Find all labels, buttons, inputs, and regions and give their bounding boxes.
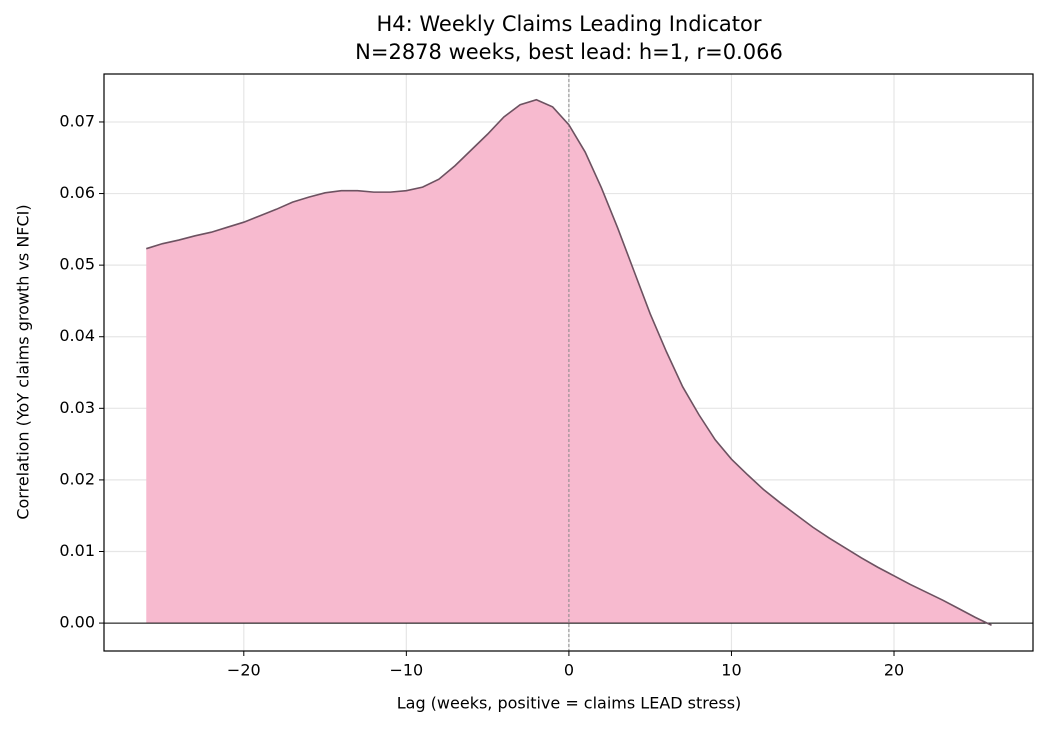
chart-subtitle: N=2878 weeks, best lead: h=1, r=0.066: [355, 40, 783, 64]
area-fill: [146, 99, 988, 624]
y-tick-label: 0.04: [59, 326, 95, 345]
y-tick-label: 0.06: [59, 183, 95, 202]
x-tick-label: −10: [389, 661, 423, 680]
y-tick-label: 0.05: [59, 255, 95, 274]
chart-title: H4: Weekly Claims Leading Indicator: [376, 12, 761, 36]
y-tick-label: 0.07: [59, 111, 95, 130]
y-tick-label: 0.01: [59, 541, 95, 560]
line: [146, 98, 992, 626]
x-axis-label: Lag (weeks, positive = claims LEAD stres…: [397, 694, 742, 713]
y-tick-label: 0.00: [59, 613, 95, 632]
y-tick-label: 0.03: [59, 398, 95, 417]
plot-frame: [103, 73, 1034, 652]
x-tick-label: 20: [884, 661, 904, 680]
x-tick-label: −20: [227, 661, 261, 680]
x-tick-label: 10: [721, 661, 741, 680]
x-tick-label: 0: [564, 661, 574, 680]
y-tick-label: 0.02: [59, 469, 95, 488]
y-axis-label: Correlation (YoY claims growth vs NFCI): [14, 204, 33, 519]
